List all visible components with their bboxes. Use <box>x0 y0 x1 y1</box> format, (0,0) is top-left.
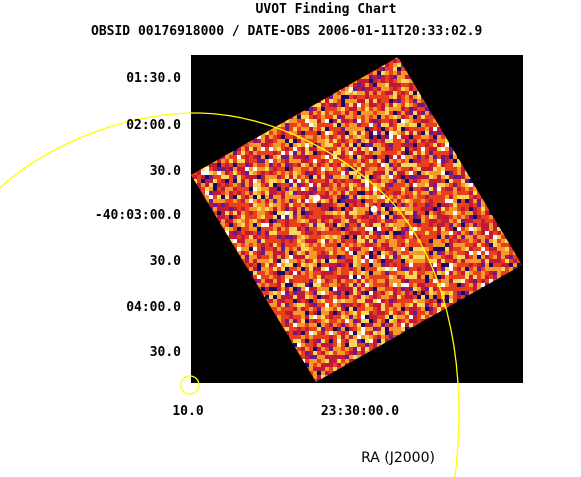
source-spot <box>313 194 321 202</box>
y-tick-label: 30.0 <box>150 164 181 179</box>
x-axis-label: RA (J2000) <box>361 450 435 466</box>
y-tick-label: 30.0 <box>150 345 181 360</box>
chart-subtitle: OBSID 00176918000 / DATE-OBS 2006-01-11T… <box>91 24 482 39</box>
x-tick-label: 10.0 <box>172 404 203 419</box>
y-tick-label: 04:00.0 <box>126 300 181 315</box>
y-tick-label: 02:00.0 <box>126 118 181 133</box>
source-spot <box>348 89 352 93</box>
x-tick-label: 23:30:00.0 <box>321 404 399 419</box>
error-circle-arc <box>0 112 460 477</box>
source-spot <box>370 205 378 213</box>
target-circle <box>180 375 200 395</box>
chart-title: UVOT Finding Chart <box>256 2 397 17</box>
y-tick-label: -40:03:00.0 <box>95 208 181 223</box>
y-axis-ticks: 01:30.0 02:00.0 30.0 -40:03:00.0 30.0 04:00.0… <box>95 71 181 360</box>
y-tick-label: 30.0 <box>150 254 181 269</box>
x-axis-ticks: 10.0 23:30:00.0 <box>172 404 399 419</box>
y-tick-label: 01:30.0 <box>126 71 181 86</box>
